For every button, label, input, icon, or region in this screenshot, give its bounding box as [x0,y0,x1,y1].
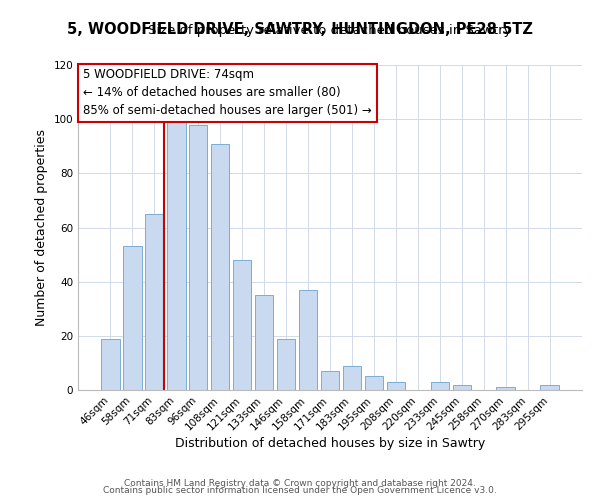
Bar [299,290,317,390]
Text: 5, WOODFIELD DRIVE, SAWTRY, HUNTINGDON, PE28 5TZ: 5, WOODFIELD DRIVE, SAWTRY, HUNTINGDON, … [67,22,533,38]
Bar [101,338,119,390]
Bar [452,384,471,390]
Bar [277,338,295,390]
Bar [431,382,449,390]
Text: Contains HM Land Registry data © Crown copyright and database right 2024.: Contains HM Land Registry data © Crown c… [124,478,476,488]
X-axis label: Distribution of detached houses by size in Sawtry: Distribution of detached houses by size … [175,438,485,450]
Bar [189,124,208,390]
Text: Contains public sector information licensed under the Open Government Licence v3: Contains public sector information licen… [103,486,497,495]
Y-axis label: Number of detached properties: Number of detached properties [35,129,48,326]
Text: 5 WOODFIELD DRIVE: 74sqm
← 14% of detached houses are smaller (80)
85% of semi-d: 5 WOODFIELD DRIVE: 74sqm ← 14% of detach… [83,68,372,117]
Bar [541,384,559,390]
Bar [343,366,361,390]
Bar [255,295,274,390]
Bar [386,382,405,390]
Bar [145,214,164,390]
Bar [496,388,515,390]
Bar [365,376,383,390]
Bar [320,371,340,390]
Bar [211,144,229,390]
Bar [123,246,142,390]
Bar [167,116,185,390]
Bar [233,260,251,390]
Title: Size of property relative to detached houses in Sawtry: Size of property relative to detached ho… [148,24,512,38]
